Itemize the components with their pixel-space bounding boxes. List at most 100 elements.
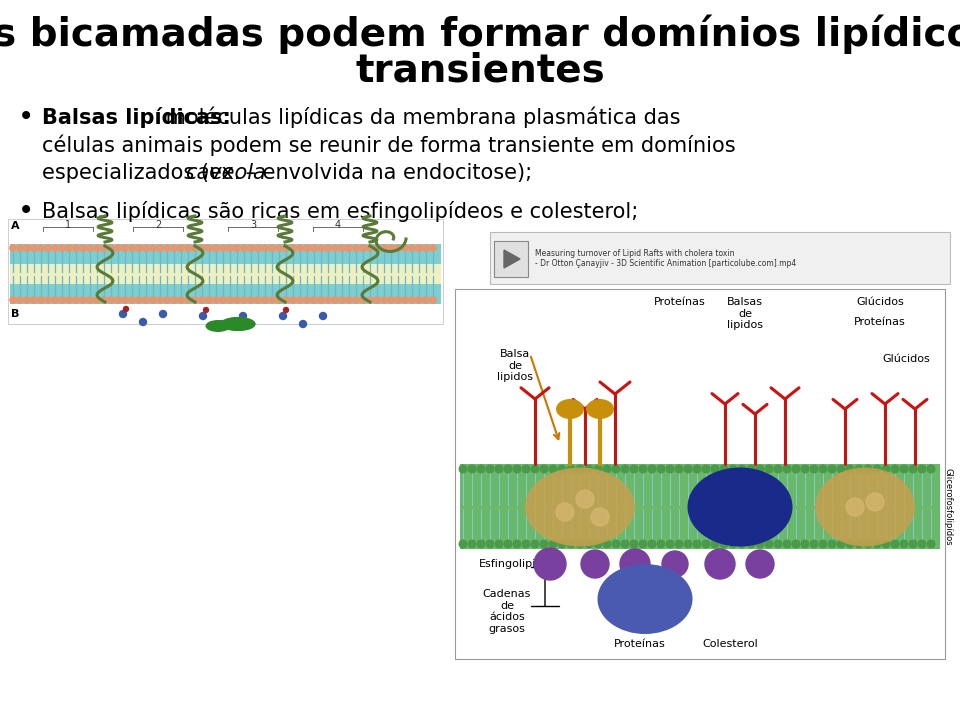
Ellipse shape [815,468,915,546]
Circle shape [927,540,935,548]
Circle shape [720,466,728,473]
Circle shape [234,297,240,303]
Circle shape [124,306,129,311]
Circle shape [171,297,178,303]
Circle shape [540,466,548,473]
Circle shape [52,245,59,251]
Circle shape [819,540,827,548]
Circle shape [381,245,387,251]
Circle shape [360,297,366,303]
Circle shape [241,245,248,251]
Circle shape [24,245,30,251]
Circle shape [648,466,656,473]
Circle shape [204,308,208,313]
Circle shape [630,540,637,548]
Circle shape [297,245,303,251]
Ellipse shape [687,468,793,546]
Circle shape [756,466,764,473]
Circle shape [711,466,719,473]
Circle shape [45,297,51,303]
Text: Glúcidos: Glúcidos [856,297,904,307]
Circle shape [254,245,261,251]
Text: Balsas lipídicas são ricas em esfingolipídeos e colesterol;: Balsas lipídicas são ricas em esfingolip… [42,201,638,221]
Text: caveola: caveola [185,163,266,183]
Circle shape [10,245,16,251]
Text: – envolvida na endocitose);: – envolvida na endocitose); [239,163,532,183]
Circle shape [864,466,872,473]
Circle shape [303,245,310,251]
Circle shape [783,466,791,473]
Circle shape [353,297,359,303]
Circle shape [227,297,233,303]
Circle shape [59,245,65,251]
Circle shape [129,245,135,251]
Circle shape [684,540,692,548]
Circle shape [122,297,129,303]
Text: Glicerofosfolipídos: Glicerofosfolipídos [943,468,952,545]
FancyBboxPatch shape [10,264,441,284]
Text: 4: 4 [335,220,341,230]
Circle shape [430,297,436,303]
FancyBboxPatch shape [8,219,443,324]
Circle shape [135,297,142,303]
Circle shape [702,540,709,548]
Text: Glúcidos: Glúcidos [882,354,930,364]
Circle shape [594,540,602,548]
Circle shape [227,245,233,251]
Circle shape [262,297,268,303]
Circle shape [639,540,647,548]
Circle shape [459,466,467,473]
Polygon shape [504,250,520,268]
Text: Balsa
de
lipidos: Balsa de lipidos [497,349,533,382]
Circle shape [31,297,37,303]
Circle shape [269,245,276,251]
Circle shape [549,540,557,548]
Circle shape [332,245,338,251]
Circle shape [52,297,59,303]
Circle shape [819,466,827,473]
Text: transientes: transientes [355,52,605,90]
Text: Balsas lipídicas:: Balsas lipídicas: [42,106,230,128]
Circle shape [675,466,683,473]
Circle shape [388,297,395,303]
Circle shape [164,245,170,251]
Circle shape [119,311,127,318]
Circle shape [603,540,611,548]
Circle shape [373,297,380,303]
Circle shape [620,549,650,579]
Circle shape [324,245,331,251]
Circle shape [927,466,935,473]
Circle shape [17,245,23,251]
Text: 1: 1 [65,220,71,230]
Text: - Dr Otton Çanayjiv - 3D Scientific Animation [particolube.com].mp4: - Dr Otton Çanayjiv - 3D Scientific Anim… [535,259,796,268]
Circle shape [495,540,503,548]
Circle shape [220,297,227,303]
Ellipse shape [597,564,692,634]
Circle shape [662,551,688,577]
Circle shape [612,540,620,548]
Circle shape [360,245,366,251]
Circle shape [477,466,485,473]
Circle shape [495,466,503,473]
Text: •: • [18,197,35,225]
Circle shape [756,540,764,548]
Circle shape [171,245,178,251]
Circle shape [290,245,297,251]
Circle shape [192,297,198,303]
Circle shape [200,313,206,319]
Circle shape [810,466,818,473]
Circle shape [248,245,254,251]
Circle shape [346,245,352,251]
FancyBboxPatch shape [455,289,945,659]
Circle shape [320,313,326,319]
Circle shape [178,297,184,303]
Circle shape [514,540,520,548]
Circle shape [738,540,746,548]
Circle shape [591,508,609,526]
Circle shape [367,245,373,251]
Circle shape [115,245,121,251]
Circle shape [468,466,476,473]
Text: 2: 2 [155,220,161,230]
Text: especializados (ex.: especializados (ex. [42,163,247,183]
Circle shape [882,466,890,473]
